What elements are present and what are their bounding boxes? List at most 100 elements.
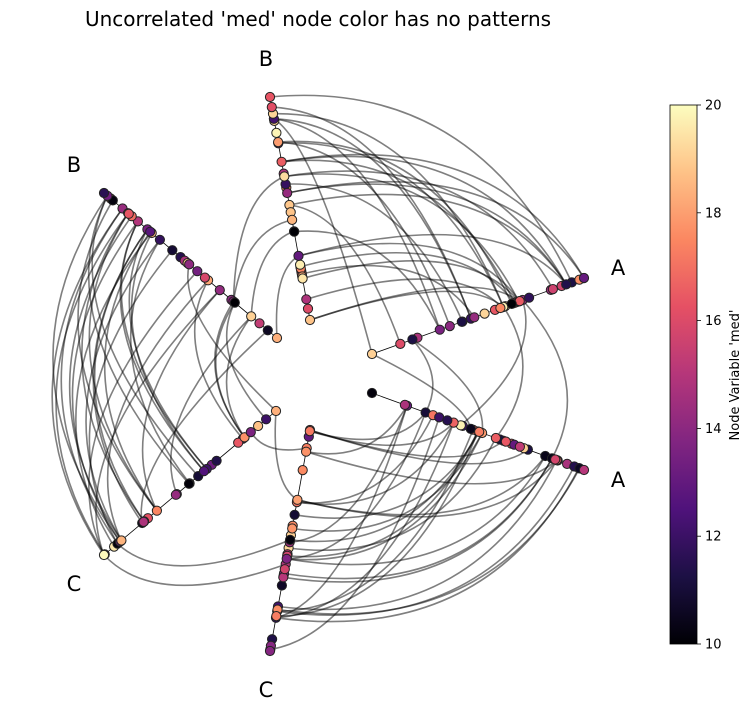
edge-70	[305, 450, 558, 485]
node-b1-75	[273, 137, 284, 148]
edge-101	[275, 255, 299, 339]
edge-47	[214, 302, 246, 438]
axis-label-b-left: B	[67, 153, 81, 177]
node-a1-28	[561, 279, 572, 290]
colorbar-tick-label-1: 12	[705, 530, 722, 545]
nodes-layer	[98, 91, 590, 657]
edge-35	[214, 301, 246, 438]
edge-91	[275, 422, 455, 619]
edge-24	[278, 142, 505, 308]
node-a1-22	[547, 284, 559, 295]
node-b2-123	[199, 272, 210, 283]
edge-82	[292, 432, 483, 532]
edge-48	[68, 215, 133, 541]
node-b1-93	[293, 250, 304, 261]
node-b2-124	[192, 266, 203, 277]
colorbar: 10 12 14 16 18 20 Node Variable 'med'	[669, 99, 743, 653]
node-b2-114	[246, 311, 257, 322]
node-c1-151	[116, 535, 127, 546]
node-c2-177	[285, 534, 296, 546]
edge-61	[87, 195, 190, 485]
node-c1-155	[138, 516, 149, 528]
node-c2-187	[297, 465, 308, 476]
node-b1-86	[295, 259, 306, 270]
edge-50	[119, 221, 205, 472]
node-a2-50	[399, 399, 410, 410]
node-a1-16	[456, 316, 467, 327]
edge-10	[289, 193, 567, 285]
node-a2-34	[366, 387, 378, 399]
edge-72	[277, 468, 581, 615]
edge-13	[300, 252, 516, 304]
edge-71	[296, 422, 455, 506]
edge-56	[103, 231, 158, 512]
node-c2-180	[301, 446, 312, 457]
edge-29	[106, 279, 209, 541]
node-b1-97	[264, 91, 276, 103]
edge-62	[289, 405, 408, 544]
node-b1-79	[276, 156, 287, 167]
node-a1-31	[469, 312, 480, 323]
axis-label-a-lower: A	[611, 468, 626, 492]
node-c2-191	[264, 645, 276, 657]
node-a2-59	[514, 441, 526, 452]
edge-49	[60, 208, 124, 545]
edge-60	[93, 228, 149, 522]
node-b1-88	[302, 303, 314, 314]
edge-25	[273, 118, 441, 330]
edge-46	[225, 315, 252, 438]
edge-64	[286, 455, 546, 566]
edge-55	[141, 289, 221, 512]
colorbar-tick-label-4: 18	[705, 206, 722, 221]
edge-20	[271, 106, 472, 319]
node-b1-68	[304, 314, 316, 326]
edge-104	[116, 539, 291, 567]
node-c1-136	[211, 455, 222, 466]
node-b2-125	[167, 245, 178, 256]
colorbar-gradient	[669, 104, 698, 645]
node-b1-84	[289, 226, 300, 237]
edge-96	[460, 299, 527, 426]
edge-14	[287, 180, 585, 279]
node-a1-3	[434, 324, 445, 335]
edge-12	[281, 155, 567, 285]
node-b2-122	[184, 259, 195, 270]
edge-11	[301, 264, 475, 318]
edge-78	[283, 458, 553, 583]
edge-99	[232, 219, 293, 302]
edge-45	[55, 212, 129, 555]
node-a2-67	[578, 464, 590, 476]
node-c2-169	[304, 426, 315, 437]
node-a1-17	[407, 334, 418, 345]
edge-40	[88, 212, 158, 512]
edge-80	[305, 405, 408, 455]
axis-label-c-bottom: C	[259, 678, 274, 702]
node-c2-190	[281, 553, 292, 564]
edge-0	[281, 153, 585, 279]
colorbar-label: Node Variable 'med'	[728, 310, 743, 441]
edge-79	[270, 417, 440, 651]
node-c1-149	[170, 489, 181, 500]
edge-90	[309, 429, 529, 465]
node-a1-0	[366, 348, 378, 360]
edge-53	[187, 264, 277, 412]
node-c2-188	[279, 564, 290, 575]
edge-58	[51, 208, 124, 556]
edge-37	[85, 239, 161, 541]
node-c1-156	[198, 466, 210, 477]
node-c1-157	[98, 549, 110, 561]
node-b1-96	[287, 214, 298, 225]
edge-74	[297, 459, 558, 518]
node-c2-185	[287, 523, 298, 534]
axes-lines-layer	[103, 96, 585, 652]
node-b2-101	[214, 285, 225, 296]
edge-93	[371, 353, 472, 430]
node-a1-24	[524, 292, 535, 303]
node-c2-174	[278, 572, 289, 583]
edge-5	[281, 159, 516, 304]
colorbar-tick-label-0: 10	[705, 638, 722, 653]
node-b2-116	[123, 208, 134, 219]
edge-27	[298, 233, 567, 285]
edge-38	[95, 289, 221, 556]
edge-21	[306, 278, 503, 309]
